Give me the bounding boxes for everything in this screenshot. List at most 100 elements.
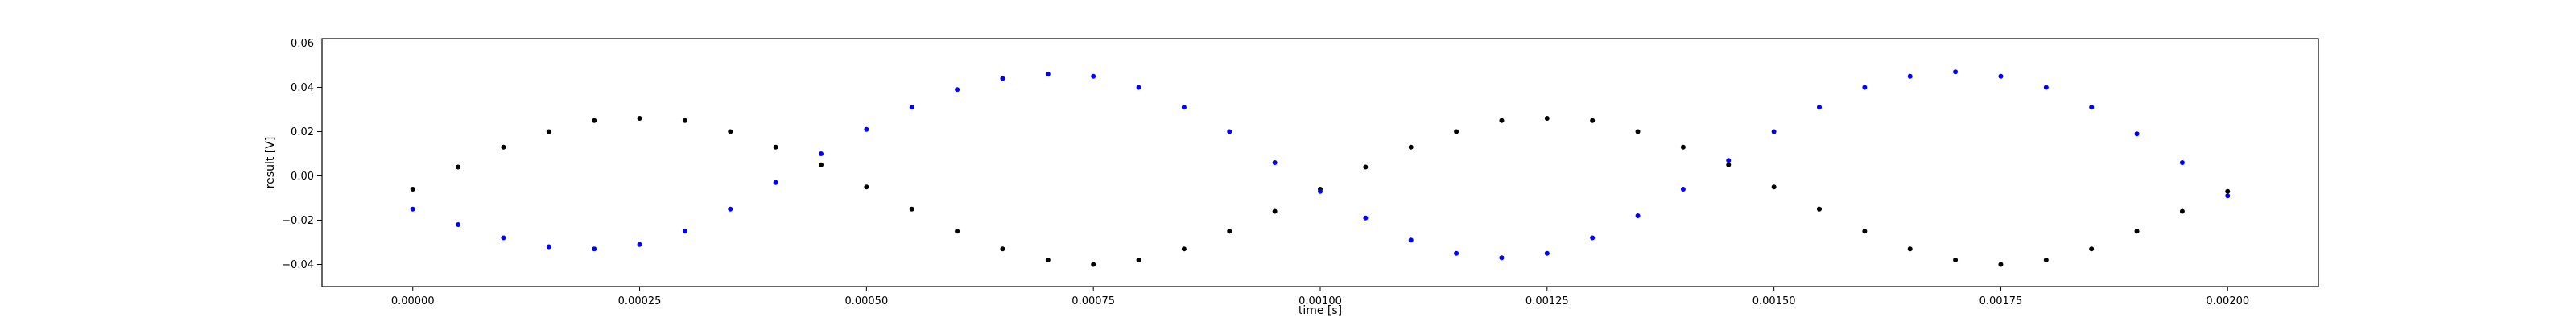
series-1-point bbox=[1454, 129, 1459, 134]
series-2-point bbox=[1363, 215, 1368, 221]
series-1-point bbox=[1907, 246, 1913, 252]
y-axis-ticks: −0.04 −0.02 0.00 0.02 0.04 0.06 bbox=[282, 38, 322, 271]
series-1-point bbox=[2134, 229, 2140, 234]
series-2-point bbox=[410, 206, 415, 212]
series-2-point bbox=[1726, 158, 1732, 163]
series-2-point bbox=[2179, 160, 2185, 165]
x-tick-label: 0.00200 bbox=[2206, 295, 2249, 308]
series-1-point bbox=[1000, 246, 1005, 252]
series-1-point bbox=[1181, 246, 1187, 252]
series-1-point bbox=[501, 144, 506, 150]
series-2-point bbox=[1318, 188, 1323, 194]
series-1-point bbox=[2043, 258, 2049, 262]
series-1-point bbox=[955, 229, 960, 234]
series-2-point bbox=[1272, 160, 1278, 165]
series-1-point bbox=[546, 129, 551, 134]
series-1-point bbox=[1771, 184, 1777, 190]
series-2-point bbox=[1907, 73, 1913, 79]
series-2-point bbox=[2089, 105, 2095, 110]
series-2-point bbox=[1000, 76, 1005, 81]
x-tick-label: 0.00000 bbox=[391, 295, 435, 308]
series-1-point bbox=[1862, 229, 1868, 234]
series-2-point bbox=[1817, 105, 1822, 110]
y-axis-label: result [V] bbox=[264, 137, 277, 189]
data-points bbox=[410, 69, 2231, 267]
series-1-point bbox=[1680, 144, 1686, 150]
series-1-point bbox=[1953, 258, 1959, 262]
series-2-point bbox=[1771, 129, 1777, 134]
series-2-point bbox=[1635, 213, 1641, 218]
y-tick-label: −0.04 bbox=[282, 259, 314, 271]
series-1-point bbox=[1227, 229, 1232, 234]
series-1-point bbox=[728, 129, 733, 134]
x-tick-label: 0.00075 bbox=[1071, 295, 1115, 308]
series-1-point bbox=[1136, 258, 1141, 262]
series-1-point bbox=[1499, 118, 1505, 123]
series-1-point bbox=[1272, 208, 1278, 214]
series-2-point bbox=[1091, 73, 1096, 79]
series-2-point bbox=[1998, 73, 2004, 79]
x-tick-label: 0.00025 bbox=[618, 295, 662, 308]
series-2-point bbox=[682, 229, 687, 234]
series-2-point bbox=[546, 244, 551, 250]
x-tick-label: 0.00100 bbox=[1298, 295, 1342, 308]
series-2-point bbox=[1454, 250, 1459, 256]
series-1-point bbox=[456, 164, 461, 170]
series-1-point bbox=[1998, 262, 2004, 267]
series-1-point bbox=[2179, 208, 2185, 214]
series-1-point bbox=[1590, 118, 1596, 123]
series-1-point bbox=[2225, 188, 2231, 194]
series-1-point bbox=[1726, 162, 1732, 167]
x-tick-label: 0.00175 bbox=[1979, 295, 2023, 308]
series-2-point bbox=[2134, 131, 2140, 137]
series-2-point bbox=[1045, 72, 1051, 76]
series-1-point bbox=[1635, 129, 1641, 134]
series-2-point bbox=[1590, 235, 1596, 241]
series-2-point bbox=[1408, 237, 1414, 243]
series-1-point bbox=[819, 162, 824, 167]
series-1-point bbox=[592, 118, 597, 123]
series-1-point bbox=[909, 206, 914, 212]
y-tick-label: 0.02 bbox=[291, 126, 314, 138]
series-2-point bbox=[637, 242, 642, 247]
series-2-point bbox=[592, 246, 597, 252]
series-2-point bbox=[2043, 85, 2049, 90]
series-2-point bbox=[2225, 193, 2231, 199]
series-1-point bbox=[410, 187, 415, 192]
series-2-point bbox=[773, 180, 778, 185]
series-2-points bbox=[410, 69, 2231, 261]
series-1-point bbox=[1408, 144, 1414, 150]
series-2-point bbox=[1953, 69, 1959, 75]
series-2-point bbox=[955, 87, 960, 93]
series-2-point bbox=[501, 235, 506, 241]
series-2-point bbox=[456, 222, 461, 227]
x-axis-label: time [s] bbox=[1298, 304, 1342, 317]
x-axis-ticks: 0.00000 0.00025 0.00050 0.00075 0.00100 0.001… bbox=[391, 287, 2249, 308]
y-tick-label: −0.02 bbox=[282, 215, 314, 227]
x-tick-label: 0.00150 bbox=[1752, 295, 1796, 308]
series-1-point bbox=[1817, 206, 1822, 212]
series-1-points bbox=[410, 116, 2231, 267]
series-1-point bbox=[773, 144, 778, 150]
x-tick-label: 0.00125 bbox=[1525, 295, 1569, 308]
series-2-point bbox=[1680, 187, 1686, 192]
series-1-point bbox=[682, 118, 687, 123]
series-1-point bbox=[1091, 262, 1096, 267]
series-2-point bbox=[728, 206, 733, 212]
y-tick-label: 0.04 bbox=[291, 82, 314, 94]
series-2-point bbox=[1499, 255, 1505, 261]
x-tick-label: 0.00050 bbox=[844, 295, 888, 308]
series-2-point bbox=[1181, 105, 1187, 110]
y-tick-label: 0.06 bbox=[291, 38, 314, 50]
series-2-point bbox=[1227, 129, 1232, 134]
series-1-point bbox=[1363, 164, 1368, 170]
series-2-point bbox=[864, 126, 869, 132]
series-2-point bbox=[1136, 85, 1141, 90]
y-tick-label: 0.00 bbox=[291, 171, 314, 183]
series-1-point bbox=[864, 184, 869, 190]
series-1-point bbox=[2089, 246, 2095, 252]
series-2-point bbox=[819, 151, 824, 156]
series-2-point bbox=[1544, 250, 1550, 256]
